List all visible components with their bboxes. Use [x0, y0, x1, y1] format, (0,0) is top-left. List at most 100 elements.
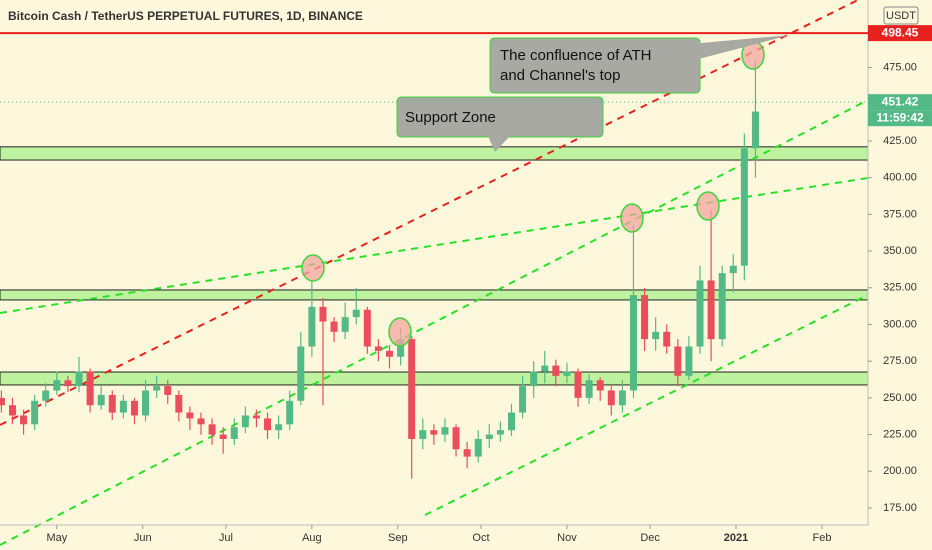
candle-body	[319, 306, 327, 322]
y-tick-label: 475.00	[883, 61, 917, 73]
annotation-pointer	[690, 35, 790, 60]
support-zone	[0, 146, 869, 161]
candle-body	[142, 390, 150, 416]
candle-body	[441, 427, 449, 435]
trend-line	[424, 294, 869, 516]
candle-body	[629, 295, 637, 391]
highlight-circles	[301, 40, 765, 347]
circle	[301, 254, 325, 282]
candle-body	[97, 394, 105, 406]
candle-body	[452, 427, 460, 450]
candle-body	[751, 111, 759, 149]
candle-body	[363, 309, 371, 347]
candle-body	[175, 394, 183, 413]
candle-body	[153, 386, 161, 391]
ath-label-box	[868, 25, 932, 42]
y-tick-label: 300.00	[883, 318, 917, 330]
annotation: The confluence of ATH	[500, 47, 651, 64]
candle-body	[330, 321, 338, 332]
candle-body	[530, 371, 538, 387]
currency-box	[883, 6, 919, 25]
y-tick-label: 250.00	[883, 392, 917, 404]
candle-body	[707, 280, 715, 340]
trend-line	[0, 0, 861, 426]
x-tick-label: May	[46, 532, 67, 544]
candle-body	[408, 339, 416, 439]
candle-body	[341, 317, 349, 332]
candle-body	[430, 430, 438, 435]
candle-body	[485, 434, 493, 439]
candle-body	[607, 390, 615, 406]
candle-body	[696, 280, 704, 347]
candle-body	[718, 273, 726, 340]
candle-body	[674, 346, 682, 376]
axes: 175.00 200.00 225.00 250.00 275.00 300.00 325.…	[0, 25, 932, 544]
annotation: Support Zone	[405, 109, 496, 126]
candle-body	[652, 331, 660, 340]
circle	[620, 203, 644, 233]
candle-body	[108, 394, 116, 413]
candle-body	[641, 295, 649, 340]
candle-body	[352, 309, 360, 318]
candle-body	[663, 331, 671, 347]
y-tick-label: 325.00	[883, 282, 917, 294]
candle-body	[186, 412, 194, 419]
candle-body	[20, 415, 28, 425]
support-zone	[0, 289, 869, 301]
candle-body	[197, 418, 205, 425]
zones	[0, 146, 869, 386]
candle-body	[507, 412, 515, 431]
countdown-box	[868, 110, 932, 127]
candle-body	[230, 427, 238, 439]
candle-body	[264, 418, 272, 431]
y-tick-label: 200.00	[883, 465, 917, 477]
chart-title: Bitcoin Cash / TetherUS PERPETUAL FUTURE…	[8, 9, 363, 23]
candle-body	[219, 434, 227, 439]
candle-body	[241, 415, 249, 428]
candle-body	[386, 350, 394, 357]
candle-body	[0, 397, 5, 406]
candle-body	[119, 400, 127, 413]
x-tick-label: Dec	[640, 532, 660, 544]
candle-body	[463, 449, 471, 457]
candle-body	[585, 380, 593, 398]
candle-body	[208, 424, 216, 435]
trend-lines	[0, 0, 869, 546]
candle-body	[685, 346, 693, 376]
candle-body	[164, 386, 172, 395]
y-tick-label: 225.00	[883, 428, 917, 440]
annotation: and Channel's top	[500, 67, 620, 84]
candle-body	[397, 339, 405, 357]
y-tick-label: 350.00	[883, 245, 917, 257]
candle-body	[374, 346, 382, 351]
candle-body	[75, 371, 83, 387]
candle-body	[740, 148, 748, 266]
candle-body	[496, 430, 504, 435]
annotation-box	[489, 37, 701, 94]
circle	[388, 317, 412, 347]
candle-body	[286, 400, 294, 425]
candle-body	[474, 438, 482, 457]
last-price-label: 451.42	[882, 94, 919, 108]
x-tick-label: Jun	[134, 532, 152, 544]
candle-body	[563, 371, 571, 376]
candle-body	[53, 380, 61, 391]
y-tick-label: 375.00	[883, 208, 917, 220]
candle-body	[596, 380, 604, 391]
y-tick-label: 175.00	[883, 502, 917, 514]
x-tick-label: Sep	[388, 532, 408, 544]
trend-line	[0, 99, 869, 546]
candle-body	[42, 390, 50, 401]
x-tick-label: Oct	[472, 532, 489, 544]
candle-body	[64, 380, 72, 387]
candle-body	[552, 365, 560, 376]
candle-body	[8, 405, 16, 416]
candle-body	[297, 346, 305, 401]
x-tick-label: 2021	[724, 532, 748, 544]
ath-label: 498.45	[882, 25, 919, 39]
candle-body	[729, 265, 737, 274]
support-zone	[0, 371, 869, 386]
last-price-box	[868, 94, 932, 111]
candles	[0, 60, 759, 479]
